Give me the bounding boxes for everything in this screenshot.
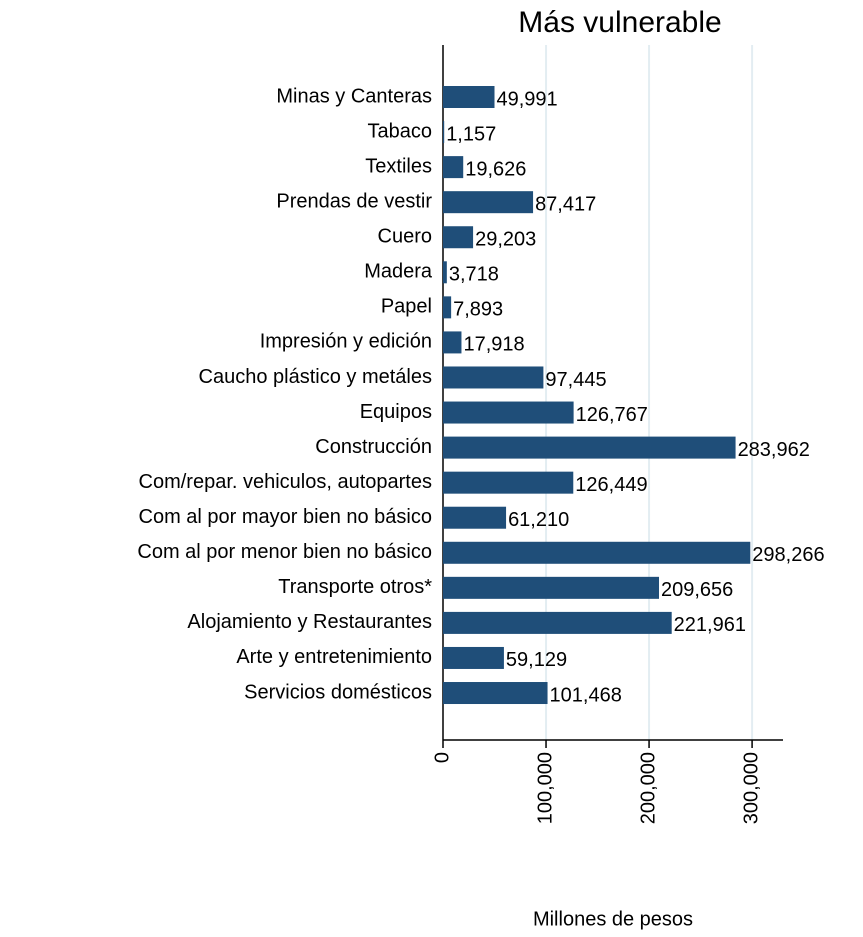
x-tick-label: 200,000 (637, 752, 659, 824)
value-label: 17,918 (463, 334, 524, 356)
bar (443, 401, 574, 424)
bar (443, 366, 544, 389)
bar (443, 86, 495, 108)
x-tick-label: 300,000 (740, 752, 762, 824)
value-label: 283,962 (738, 439, 810, 461)
bar (443, 576, 660, 599)
value-label: 59,129 (506, 649, 567, 671)
value-label: 126,449 (575, 474, 647, 496)
value-label: 19,626 (465, 158, 526, 180)
value-label: 209,656 (661, 579, 733, 601)
bar (443, 682, 548, 705)
x-tick-label: 100,000 (534, 752, 556, 824)
value-label: 61,210 (508, 509, 569, 531)
y-tick-label: Papel (381, 296, 432, 318)
bar (443, 191, 534, 214)
y-tick-label: Com al por menor bien no básico (137, 541, 432, 563)
bar (443, 261, 447, 284)
value-label: 29,203 (475, 229, 536, 251)
y-tick-label: Tabaco (368, 120, 433, 142)
value-label: 3,718 (449, 264, 499, 286)
bar (443, 121, 445, 144)
y-tick-label: Impresión y edición (260, 331, 432, 353)
value-label: 221,961 (674, 614, 746, 636)
y-tick-label: Prendas de vestir (276, 190, 432, 212)
x-axis-label: Millones de pesos (533, 908, 693, 930)
y-tick-label: Servicios domésticos (244, 681, 432, 703)
y-tick-label: Caucho plástico y metáles (199, 366, 432, 388)
y-tick-label: Minas y Canteras (276, 85, 432, 107)
value-label: 7,893 (453, 299, 503, 321)
y-tick-label: Transporte otros* (278, 576, 432, 598)
bar (443, 331, 462, 354)
bar (443, 541, 751, 564)
value-label: 97,445 (545, 369, 606, 391)
y-tick-label: Com/repar. vehiculos, autopartes (139, 471, 433, 493)
bar (443, 471, 574, 494)
x-tick-label: 0 (431, 752, 453, 763)
bar (443, 156, 464, 179)
bar (443, 296, 452, 319)
value-label: 126,767 (576, 404, 648, 426)
value-label: 49,991 (497, 88, 558, 110)
y-tick-label: Construcción (315, 436, 432, 458)
chart-title: Más vulnerable (518, 6, 721, 39)
bar (443, 646, 504, 669)
bar (443, 506, 507, 529)
value-label: 298,266 (752, 544, 824, 566)
y-tick-label: Alojamiento y Restaurantes (187, 611, 432, 633)
y-tick-label: Madera (364, 261, 433, 283)
value-label: 1,157 (446, 123, 496, 145)
bar (443, 436, 736, 459)
value-label: 101,468 (550, 684, 622, 706)
value-label: 87,417 (535, 193, 596, 215)
y-tick-label: Com al por mayor bien no básico (139, 506, 432, 528)
y-tick-label: Arte y entretenimiento (236, 646, 432, 668)
y-tick-label: Textiles (365, 155, 432, 177)
bar (443, 611, 672, 634)
y-tick-label: Cuero (378, 226, 432, 248)
bar (443, 226, 474, 249)
y-tick-label: Equipos (360, 401, 432, 423)
